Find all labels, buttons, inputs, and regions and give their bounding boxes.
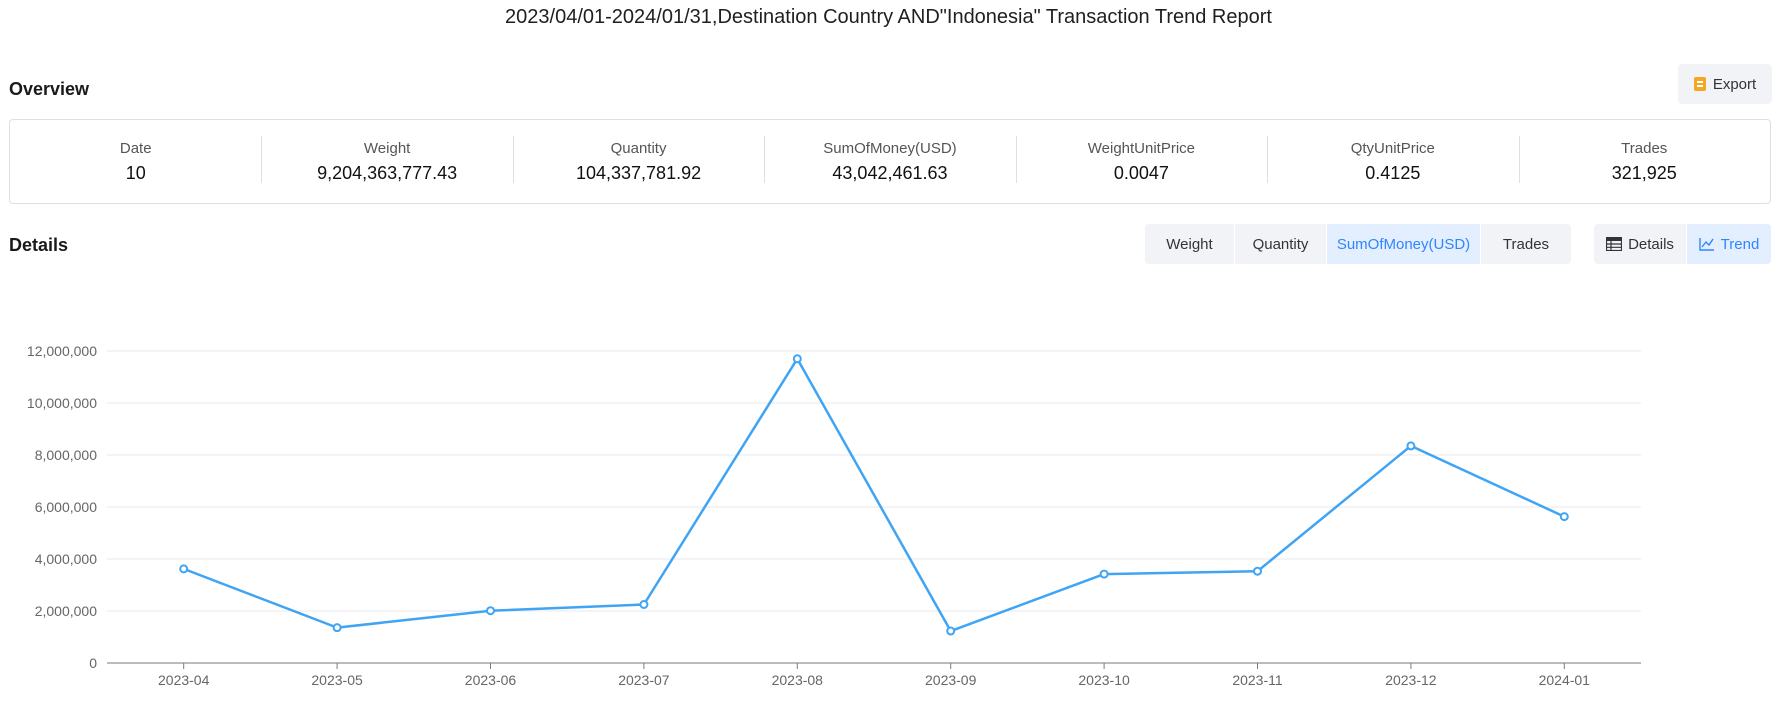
export-icon bbox=[1693, 77, 1706, 91]
x-tick-label: 2023-09 bbox=[925, 672, 977, 688]
y-tick-label: 6,000,000 bbox=[35, 499, 97, 515]
x-tick-label: 2023-04 bbox=[158, 672, 210, 688]
data-point bbox=[792, 354, 802, 364]
export-label: Export bbox=[1712, 75, 1757, 93]
overview-metric-trades: Trades 321,925 bbox=[1518, 120, 1770, 203]
trend-chart: 0 2,000,000 4,000,000 6,000,000 8,000,000 10,… bbox=[27, 343, 1641, 688]
chart-grid bbox=[107, 350, 1641, 612]
overview-metric-quantity: Quantity 104,337,781.92 bbox=[512, 120, 764, 203]
tab-trend-label: Trend bbox=[1720, 235, 1760, 253]
series-line bbox=[183, 357, 1565, 633]
metric-label: Weight bbox=[363, 139, 411, 157]
y-tick-label: 10,000,000 bbox=[27, 395, 97, 411]
metric-value: 43,042,461.63 bbox=[832, 162, 948, 183]
line-chart-icon bbox=[1698, 238, 1714, 251]
data-point bbox=[1559, 512, 1569, 522]
chart-series bbox=[183, 357, 1565, 633]
data-point bbox=[179, 564, 189, 574]
tab-quantity[interactable]: Quantity bbox=[1235, 224, 1327, 264]
overview-metric-sum-of-money: SumOfMoney(USD) 43,042,461.63 bbox=[764, 120, 1015, 203]
overview-metric-date: Date 10 bbox=[10, 120, 261, 203]
tab-details-view[interactable]: Details bbox=[1594, 224, 1687, 264]
metric-tabs: Weight Quantity SumOfMoney(USD) Trades bbox=[1145, 224, 1571, 264]
data-point bbox=[486, 606, 495, 616]
x-tick-label: 2023-11 bbox=[1232, 672, 1283, 688]
data-point bbox=[332, 623, 342, 633]
overview-metric-weight-unit-price: WeightUnitPrice 0.0047 bbox=[1015, 120, 1267, 203]
x-tick-label: 2023-08 bbox=[772, 672, 824, 688]
metric-value: 9,204,363,777.43 bbox=[317, 162, 458, 183]
y-tick-label: 8,000,000 bbox=[35, 447, 97, 463]
metric-value: 104,337,781.92 bbox=[575, 162, 702, 183]
x-tick-label: 2023-05 bbox=[311, 672, 363, 688]
metric-label: Date bbox=[119, 139, 152, 157]
x-tick-label: 2023-10 bbox=[1078, 672, 1130, 688]
metric-value: 0.4125 bbox=[1365, 162, 1421, 183]
x-tick-label: 2024-01 bbox=[1539, 672, 1591, 688]
data-point bbox=[1253, 566, 1262, 576]
details-title: Details bbox=[9, 235, 69, 255]
table-icon bbox=[1606, 237, 1623, 251]
y-tick-label: 12,000,000 bbox=[27, 343, 97, 359]
data-point bbox=[639, 600, 649, 609]
overview-card: Date 10 Weight 9,204,363,777.43 Quantity… bbox=[9, 119, 1771, 204]
tab-trend-view[interactable]: Trend bbox=[1687, 224, 1771, 264]
metric-label: Quantity bbox=[610, 139, 667, 157]
data-point bbox=[1099, 569, 1109, 579]
metric-value: 321,925 bbox=[1611, 162, 1677, 183]
overview-metric-weight: Weight 9,204,363,777.43 bbox=[261, 120, 512, 203]
y-tick-label: 4,000,000 bbox=[35, 551, 97, 567]
report-title: 2023/04/01-2024/01/31,Destination Countr… bbox=[505, 6, 1272, 28]
chart-points bbox=[179, 354, 1569, 636]
tab-weight[interactable]: Weight bbox=[1145, 224, 1235, 264]
chart-axis: 0 2,000,000 4,000,000 6,000,000 8,000,000 10,… bbox=[27, 343, 1641, 688]
y-tick-label: 2,000,000 bbox=[35, 603, 97, 619]
data-point bbox=[946, 626, 956, 636]
tab-sum-of-money[interactable]: SumOfMoney(USD) bbox=[1327, 224, 1481, 264]
metric-label: Trades bbox=[1621, 139, 1668, 157]
tab-details-label: Details bbox=[1628, 235, 1674, 253]
metric-value: 10 bbox=[125, 162, 146, 183]
data-point bbox=[1406, 441, 1416, 451]
metric-label: WeightUnitPrice bbox=[1087, 139, 1196, 157]
metric-label: SumOfMoney(USD) bbox=[823, 139, 957, 157]
x-tick-label: 2023-06 bbox=[465, 672, 517, 688]
view-tabs: Details Trend bbox=[1594, 224, 1771, 264]
metric-value: 0.0047 bbox=[1113, 162, 1169, 183]
x-tick-label: 2023-07 bbox=[618, 672, 670, 688]
metric-label: QtyUnitPrice bbox=[1350, 139, 1435, 157]
x-tick-label: 2023-12 bbox=[1385, 672, 1437, 688]
tab-trades[interactable]: Trades bbox=[1502, 235, 1550, 253]
overview-metric-qty-unit-price: QtyUnitPrice 0.4125 bbox=[1267, 120, 1518, 203]
y-tick-label: 0 bbox=[89, 655, 97, 671]
export-button[interactable]: Export bbox=[1678, 64, 1772, 104]
overview-title: Overview bbox=[9, 79, 90, 99]
